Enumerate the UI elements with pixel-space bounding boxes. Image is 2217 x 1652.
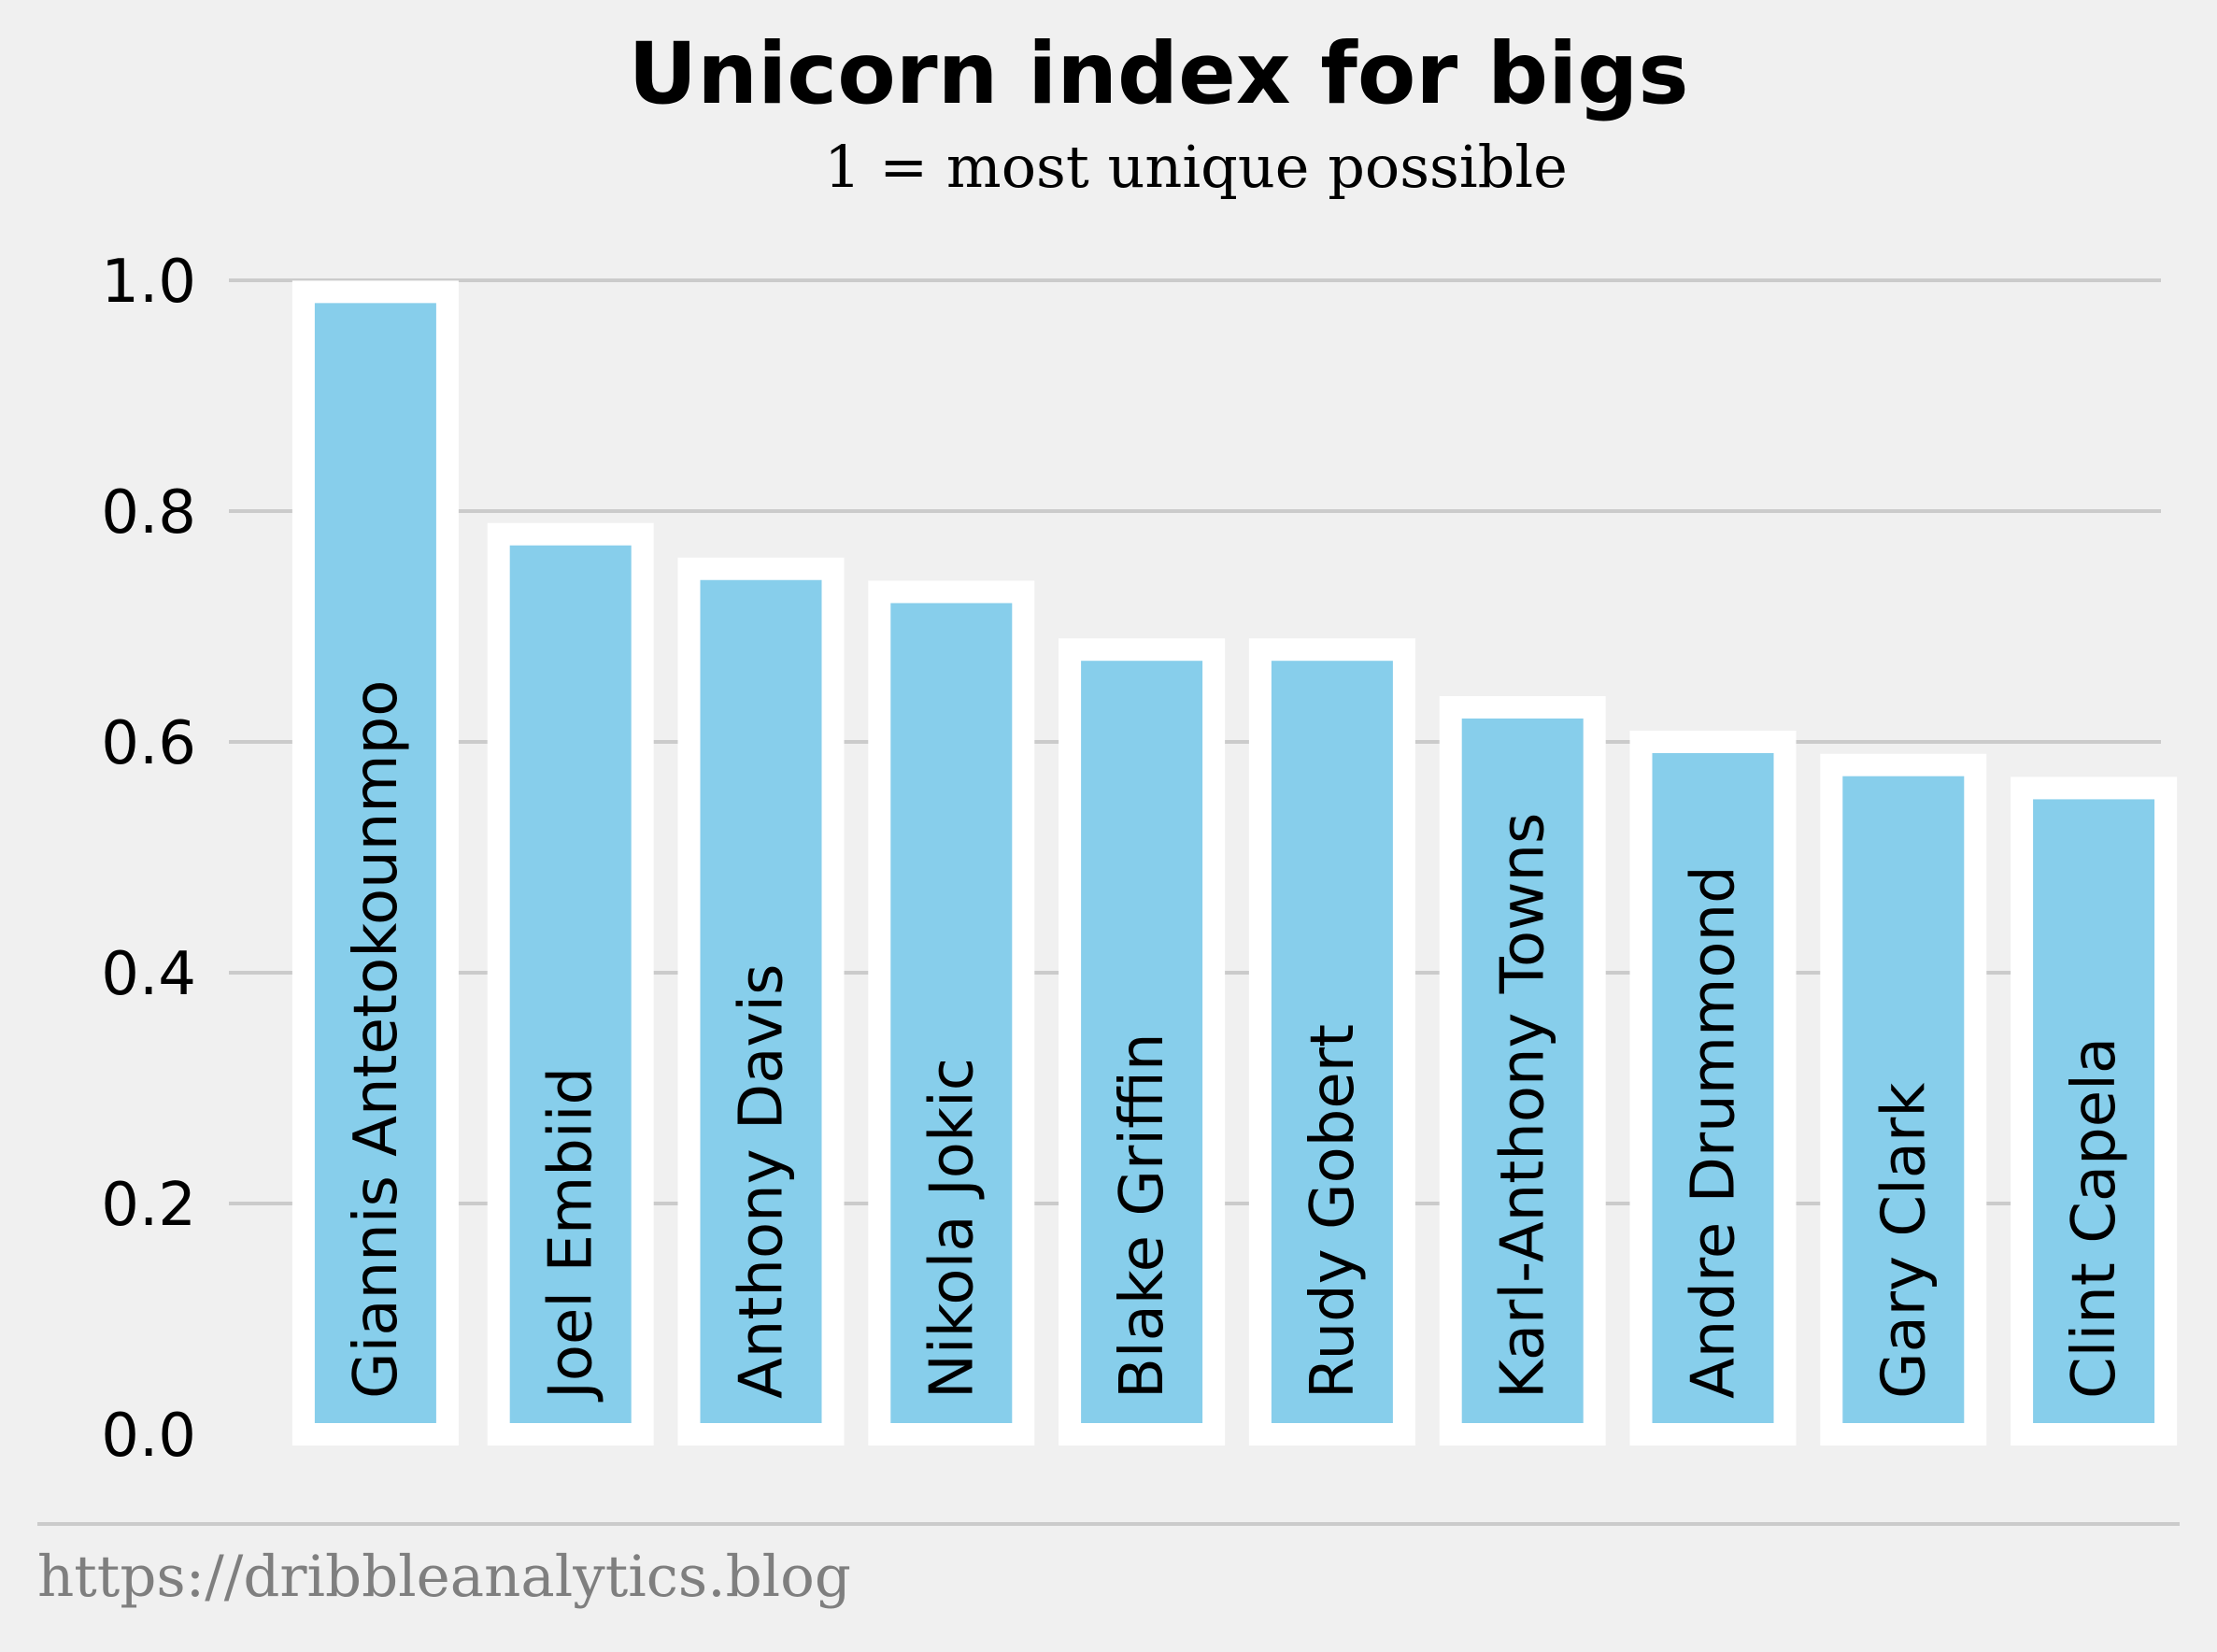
bar-9 — [1820, 753, 1987, 1446]
bar-label: Anthony Davis — [728, 964, 797, 1399]
bar-label: Karl-Anthony Towns — [1489, 813, 1558, 1399]
bar-label: Gary Clark — [1869, 1083, 1939, 1399]
bar-labels: Giannis Antetokounmpo Joel Embiid Anthony … — [342, 680, 2129, 1403]
bar-label: Rudy Gobert — [1299, 1024, 1368, 1399]
bar-label: Blake Griffin — [1108, 1032, 1177, 1399]
y-tick-label: 0.4 — [101, 940, 196, 1009]
bar-label: Giannis Antetokounmpo — [342, 680, 411, 1399]
bar-label: Joel Embiid — [537, 1067, 606, 1403]
bar-3 — [677, 557, 845, 1446]
bar-6 — [1248, 638, 1415, 1446]
bar-label: Clint Capela — [2060, 1037, 2129, 1399]
y-tick-label: 0.6 — [101, 709, 196, 778]
bar-7 — [1439, 695, 1606, 1446]
bar-5 — [1059, 638, 1226, 1446]
y-tick-label: 0.0 — [101, 1402, 196, 1471]
y-tick-label: 1.0 — [101, 248, 196, 317]
bar-label: Andre Drummond — [1680, 865, 1749, 1399]
y-tick-label: 0.2 — [101, 1171, 196, 1240]
bar-10 — [2011, 776, 2178, 1446]
bar-1 — [291, 280, 459, 1446]
bar-2 — [487, 522, 654, 1446]
chart-title: Unicorn index for bigs — [628, 25, 1688, 123]
bars — [291, 280, 2178, 1446]
y-axis-tick-labels: 0.0 0.2 0.4 0.6 0.8 1.0 — [101, 248, 196, 1471]
y-tick-label: 0.8 — [101, 478, 196, 548]
source-credit: https://dribbleanalytics.blog — [37, 1544, 851, 1610]
bar-8 — [1629, 731, 1797, 1446]
bar-label: Nikola Jokic — [917, 1058, 987, 1399]
chart-subtitle: 1 = most unique possible — [824, 133, 1568, 201]
bar-4 — [868, 580, 1035, 1446]
